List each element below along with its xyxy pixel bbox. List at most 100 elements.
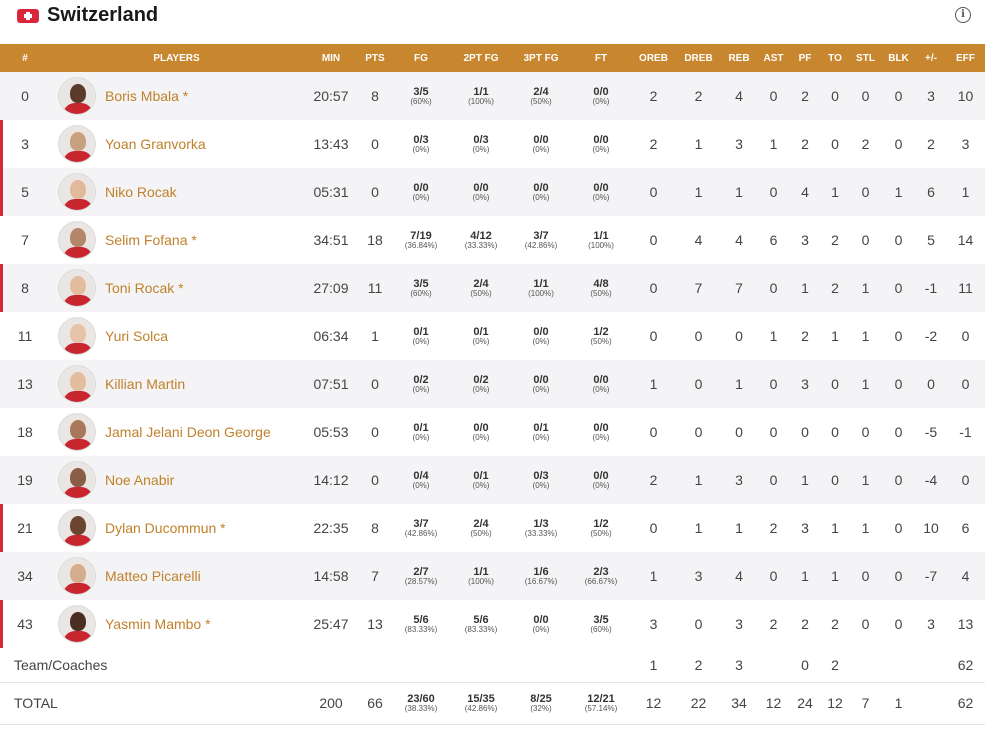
column-header[interactable]: #	[22, 52, 28, 64]
player-name-link[interactable]: Dylan Ducommun *	[105, 520, 226, 536]
stat-blk: 0	[894, 88, 903, 104]
free-throws-made-attempted: 0/0	[593, 469, 609, 482]
column-header[interactable]: EFF	[956, 52, 975, 64]
player-row[interactable]: 19 Noe Anabir 14:12 0 0/4 (0%) 0/1 (0%) 0/3 (0%) 0…	[0, 456, 985, 504]
column-header[interactable]: STL	[856, 52, 875, 64]
minutes: 07:51	[313, 376, 349, 392]
minutes: 200	[319, 695, 343, 711]
column-header[interactable]: FT	[594, 52, 608, 64]
table-header-row: # PLAYERS MIN PTS FG 2PT FG 3PT FG FT OREB DREB RE…	[0, 44, 985, 72]
column-header[interactable]: BLK	[888, 52, 909, 64]
player-row[interactable]: 8 Toni Rocak * 27:09 11 3/5 (60%) 2/4 (50%) 1/1(…	[0, 264, 985, 312]
three-point-fg: 0/0 (0%)	[511, 600, 571, 648]
free-throws-made-attempted: 1/2	[593, 517, 609, 530]
points: 66	[367, 695, 383, 711]
fg: 0/1 (0%)	[391, 312, 451, 360]
stat-ast: 0	[769, 568, 778, 584]
stat-eff: 14	[957, 232, 974, 248]
stat-stl: 1	[861, 328, 870, 344]
three-point-fg-percentage: (0%)	[532, 384, 550, 394]
stat-reb: 4	[735, 232, 743, 248]
player-name-link[interactable]: Yuri Solca	[105, 328, 169, 344]
player-row[interactable]: 3 Yoan Granvorka 13:43 0 0/3 (0%) 0/3 (0%) 0/0 (0…	[0, 120, 985, 168]
player-name-link[interactable]: Jamal Jelani Deon George	[105, 424, 271, 440]
jersey-number: 18	[17, 424, 33, 440]
three-point-fg-made-attempted: 0/0	[533, 613, 549, 626]
player-row[interactable]: 7 Selim Fofana * 34:51 18 7/19 (36.84%) 4/12 (3…	[0, 216, 985, 264]
stat-dreb: 1	[694, 520, 703, 536]
stat-oreb: 1	[649, 376, 658, 392]
three-point-fg-percentage: (0%)	[532, 480, 550, 490]
free-throws-made-attempted: 12/21	[587, 692, 615, 705]
fg: 7/19 (36.84%)	[391, 216, 451, 264]
two-point-fg-made-attempted: 0/2	[473, 373, 489, 386]
player-name-link[interactable]: Yoan Granvorka	[105, 136, 206, 152]
three-point-fg: 1/3 (33.33%)	[511, 504, 571, 552]
player-row[interactable]: 18 Jamal Jelani Deon George 05:53 0 0/1 (0%) 0…	[0, 408, 985, 456]
column-header[interactable]: OREB	[639, 52, 668, 64]
stat-pf: 0	[801, 656, 809, 673]
info-icon[interactable]: i	[955, 7, 971, 23]
three-point-fg-made-attempted: 1/1	[533, 277, 549, 290]
stat-stl: 1	[861, 472, 870, 488]
column-header[interactable]: 2PT FG	[463, 52, 499, 64]
three-point-fg-made-attempted: 0/0	[533, 181, 549, 194]
column-header[interactable]: PF	[798, 52, 812, 64]
two-point-fg-percentage: (50%)	[470, 288, 492, 298]
column-header[interactable]: REB	[728, 52, 750, 64]
three-point-fg-made-attempted: 0/0	[533, 373, 549, 386]
two-point-fg-percentage: (83.33%)	[464, 624, 498, 634]
column-header[interactable]: FG	[414, 52, 428, 64]
stat-pm: 0	[927, 376, 935, 392]
column-header[interactable]: AST	[763, 52, 784, 64]
player-name-link[interactable]: Selim Fofana *	[105, 232, 197, 248]
column-header[interactable]: 3PT FG	[523, 52, 559, 64]
stat-eff: 6	[961, 520, 970, 536]
stat-pf: 1	[801, 472, 809, 488]
player-row[interactable]: 5 Niko Rocak 05:31 0 0/0 (0%) 0/0 (0%) 0/0 (0%) 0/…	[0, 168, 985, 216]
stat-oreb: 2	[649, 136, 658, 152]
player-row[interactable]: 11 Yuri Solca 06:34 1 0/1 (0%) 0/1 (0%) 0/0 (0%) 1…	[0, 312, 985, 360]
player-row[interactable]: 21 Dylan Ducommun * 22:35 8 3/7 (42.86%) 2/4 (5…	[0, 504, 985, 552]
stat-oreb: 0	[649, 328, 658, 344]
column-header[interactable]: MIN	[321, 52, 341, 64]
player-row[interactable]: 0 Boris Mbala * 20:57 8 3/5 (60%) 1/1 (100%) 2/4…	[0, 72, 985, 120]
two-point-fg-percentage: (100%)	[468, 96, 494, 106]
two-point-fg-made-attempted: 0/3	[473, 133, 489, 146]
player-row[interactable]: 43 Yasmin Mambo * 25:47 13 5/6 (83.33%) 5/6 (83…	[0, 600, 985, 648]
fg-percentage: (42.86%)	[404, 528, 438, 538]
jersey-number: 21	[0, 504, 50, 552]
player-name-link[interactable]: Yasmin Mambo *	[105, 616, 211, 632]
stat-oreb: 0	[649, 280, 658, 296]
stat-blk: 0	[894, 280, 903, 296]
two-point-fg-percentage: (0%)	[472, 336, 490, 346]
player-cell: Dylan Ducommun *	[50, 504, 303, 552]
column-header[interactable]: PLAYERS	[153, 52, 200, 64]
minutes: 14:58	[313, 568, 349, 584]
stat-eff: 62	[957, 656, 974, 673]
column-header[interactable]: +/-	[925, 52, 937, 64]
stat-to: 2	[831, 280, 839, 296]
stat-to: 0	[831, 472, 839, 488]
jersey-number: 11	[17, 328, 33, 344]
two-point-fg: 0/1 (0%)	[451, 456, 511, 504]
points: 11	[367, 280, 383, 296]
player-name-link[interactable]: Boris Mbala *	[105, 88, 189, 104]
team-header: Switzerland i	[0, 0, 985, 44]
stat-reb: 1	[735, 520, 743, 536]
player-name-link[interactable]: Toni Rocak *	[105, 280, 184, 296]
column-header[interactable]: TO	[828, 52, 842, 64]
player-name-link[interactable]: Noe Anabir	[105, 472, 175, 488]
jersey-number: 8	[0, 264, 50, 312]
player-row[interactable]: 13 Killian Martin 07:51 0 0/2 (0%) 0/2 (0%) 0/0(…	[0, 360, 985, 408]
two-point-fg-made-attempted: 2/4	[473, 277, 489, 290]
fg: 0/0 (0%)	[391, 168, 451, 216]
column-header[interactable]: DREB	[684, 52, 713, 64]
player-name-link[interactable]: Killian Martin	[105, 376, 186, 392]
column-header[interactable]: PTS	[365, 52, 385, 64]
stat-oreb: 2	[649, 472, 658, 488]
player-name-link[interactable]: Matteo Picarelli	[105, 568, 201, 584]
jersey-number: 34	[17, 568, 33, 584]
player-name-link[interactable]: Niko Rocak	[105, 184, 177, 200]
player-row[interactable]: 34 Matteo Picarelli 14:58 7 2/7 (28.57%) 1/1 (1…	[0, 552, 985, 600]
